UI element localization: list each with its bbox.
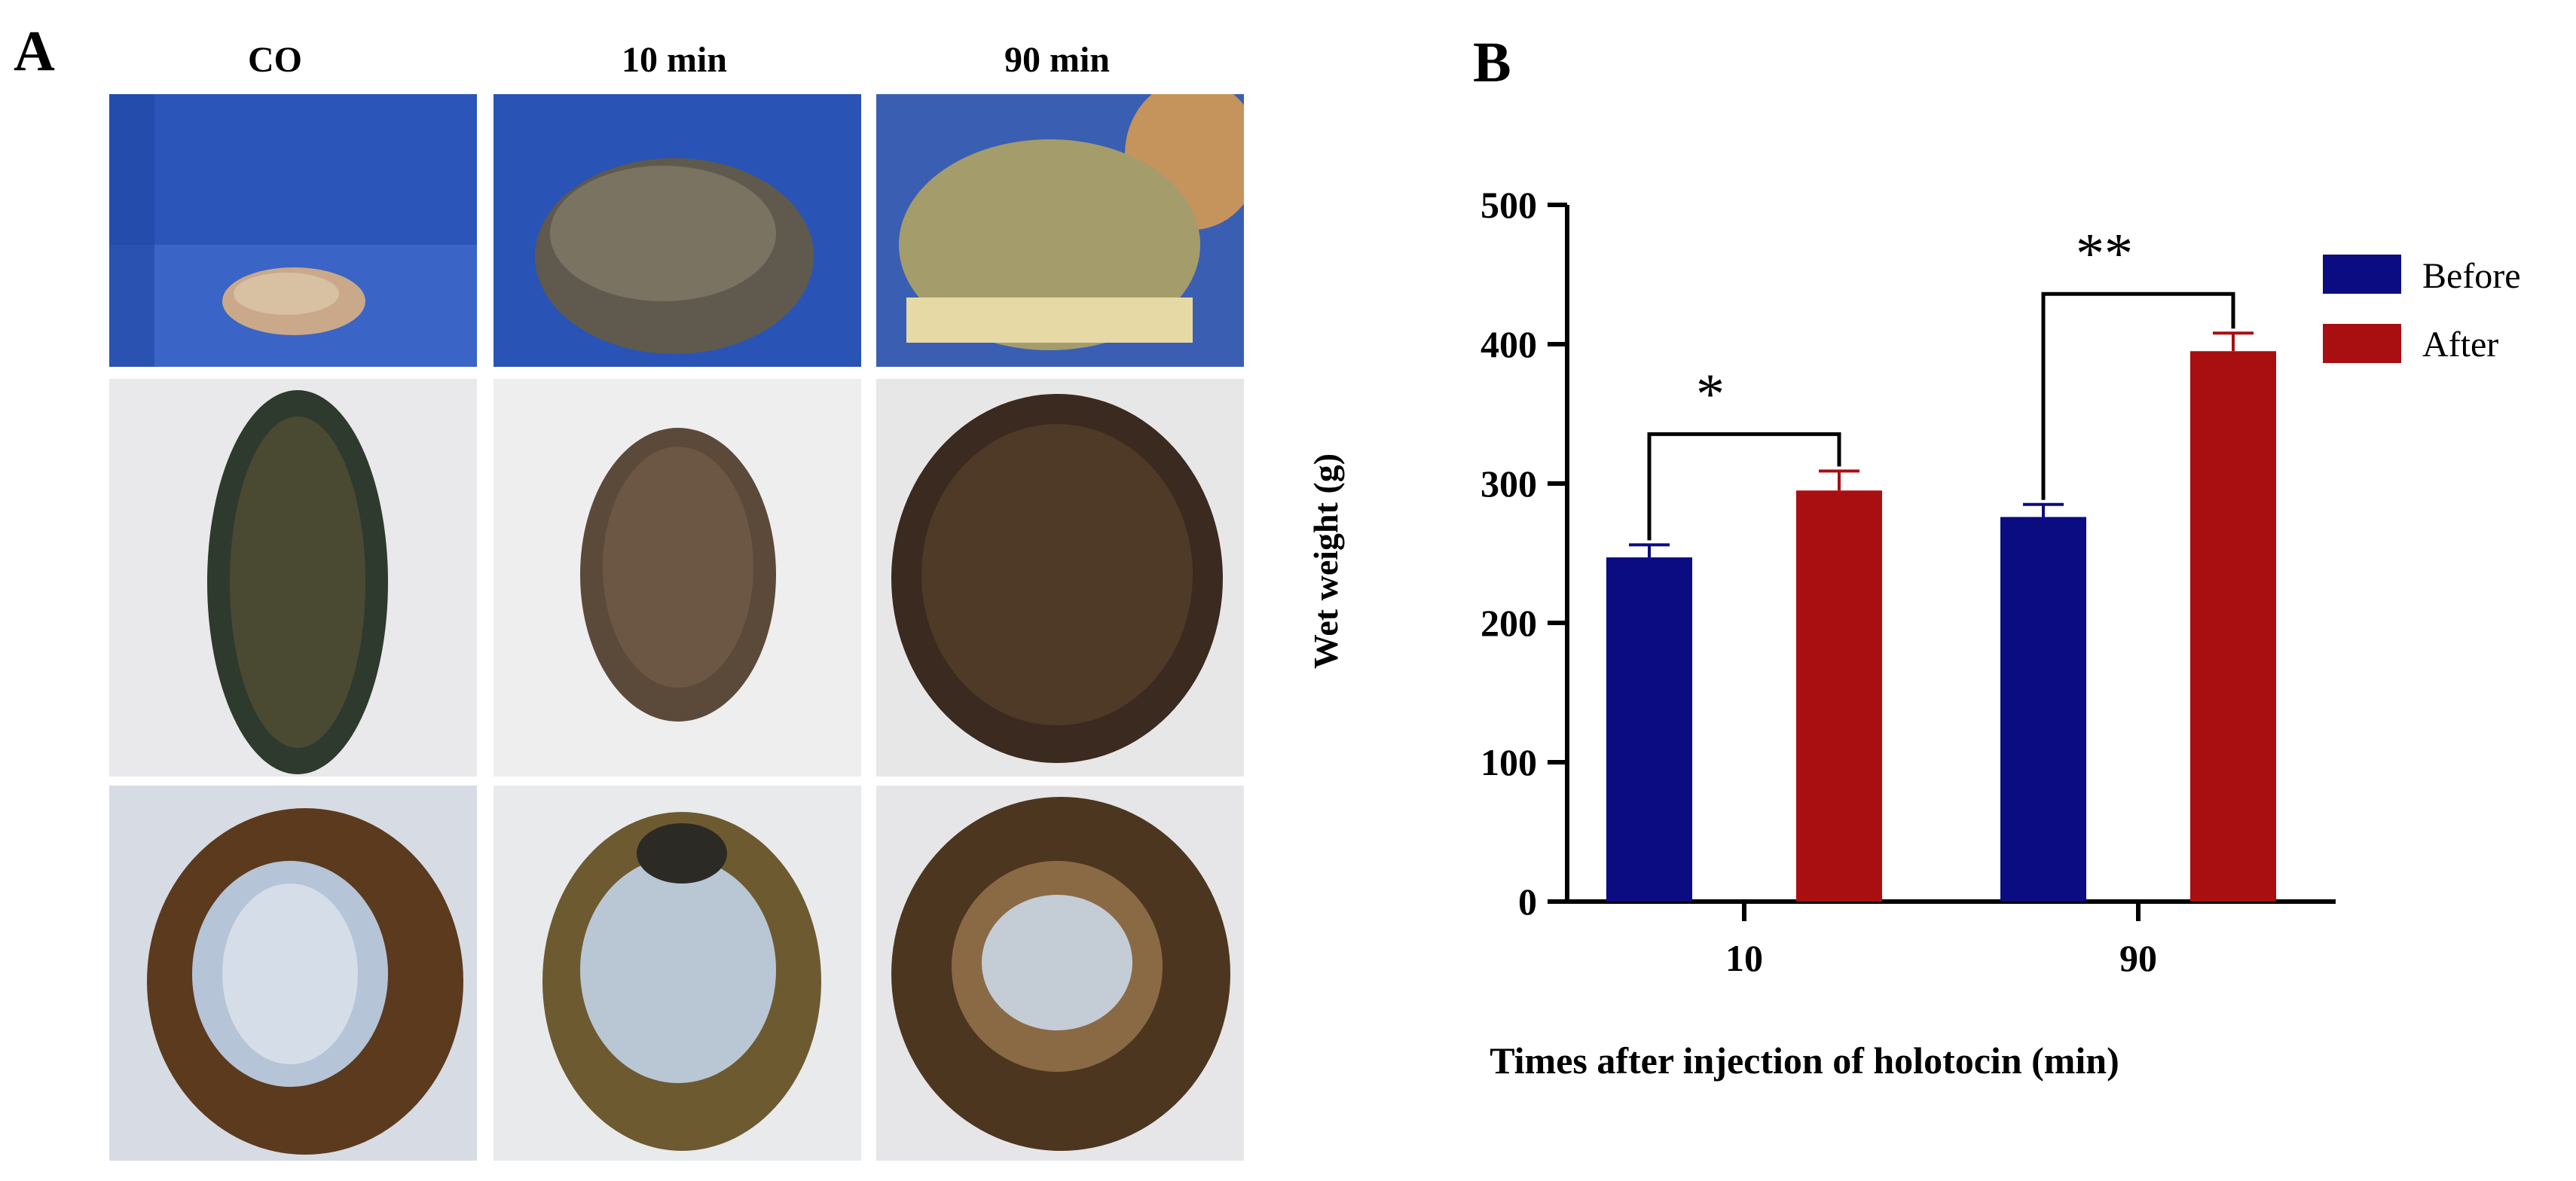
photo-90min-tank [876, 94, 1244, 367]
legend-before-label: Before [2422, 256, 2521, 296]
bar-before-10 [1606, 557, 1692, 902]
y-tick-label: 200 [1481, 602, 1537, 644]
x-tick-label: 10 [1725, 937, 1763, 979]
photo-co-dissected [109, 786, 477, 1161]
legend-after-swatch [2323, 324, 2401, 363]
photo-10min-tank [494, 94, 861, 367]
photo-90min-dissected [876, 786, 1244, 1161]
bar-after-10 [1796, 490, 1882, 902]
x-axis-label: Times after injection of holotocin (min) [1490, 1039, 2119, 1082]
photo-10min-dissected [494, 786, 861, 1161]
legend-before-swatch [2323, 255, 2401, 294]
y-tick-label: 100 [1481, 741, 1537, 783]
photo-co-dorsal [109, 379, 477, 777]
significance-label: * [1696, 362, 1725, 426]
bar-after-90 [2190, 351, 2276, 902]
y-tick-label: 300 [1481, 462, 1537, 505]
column-label-90min: 90 min [1004, 40, 1110, 80]
photo-10min-dorsal [494, 379, 861, 777]
x-tick-label: 90 [2119, 937, 2157, 979]
significance-bracket [2041, 291, 2235, 500]
bar-before-90 [2000, 517, 2086, 902]
panel-a-label: A [14, 20, 55, 83]
panel-b-label: B [1473, 31, 1511, 94]
y-tick-label: 0 [1518, 880, 1537, 923]
y-axis-label: Wet weight (g) [1306, 453, 1345, 669]
significance-bracket [1647, 432, 1841, 541]
photo-co-tank [109, 94, 477, 367]
column-label-co: CO [248, 40, 302, 80]
column-label-10min: 10 min [621, 40, 727, 80]
legend-after-label: After [2422, 325, 2498, 365]
y-tick-label: 500 [1481, 184, 1537, 226]
y-tick-label: 400 [1481, 323, 1537, 365]
significance-label: ** [2076, 222, 2133, 285]
photo-90min-dorsal [876, 379, 1244, 777]
